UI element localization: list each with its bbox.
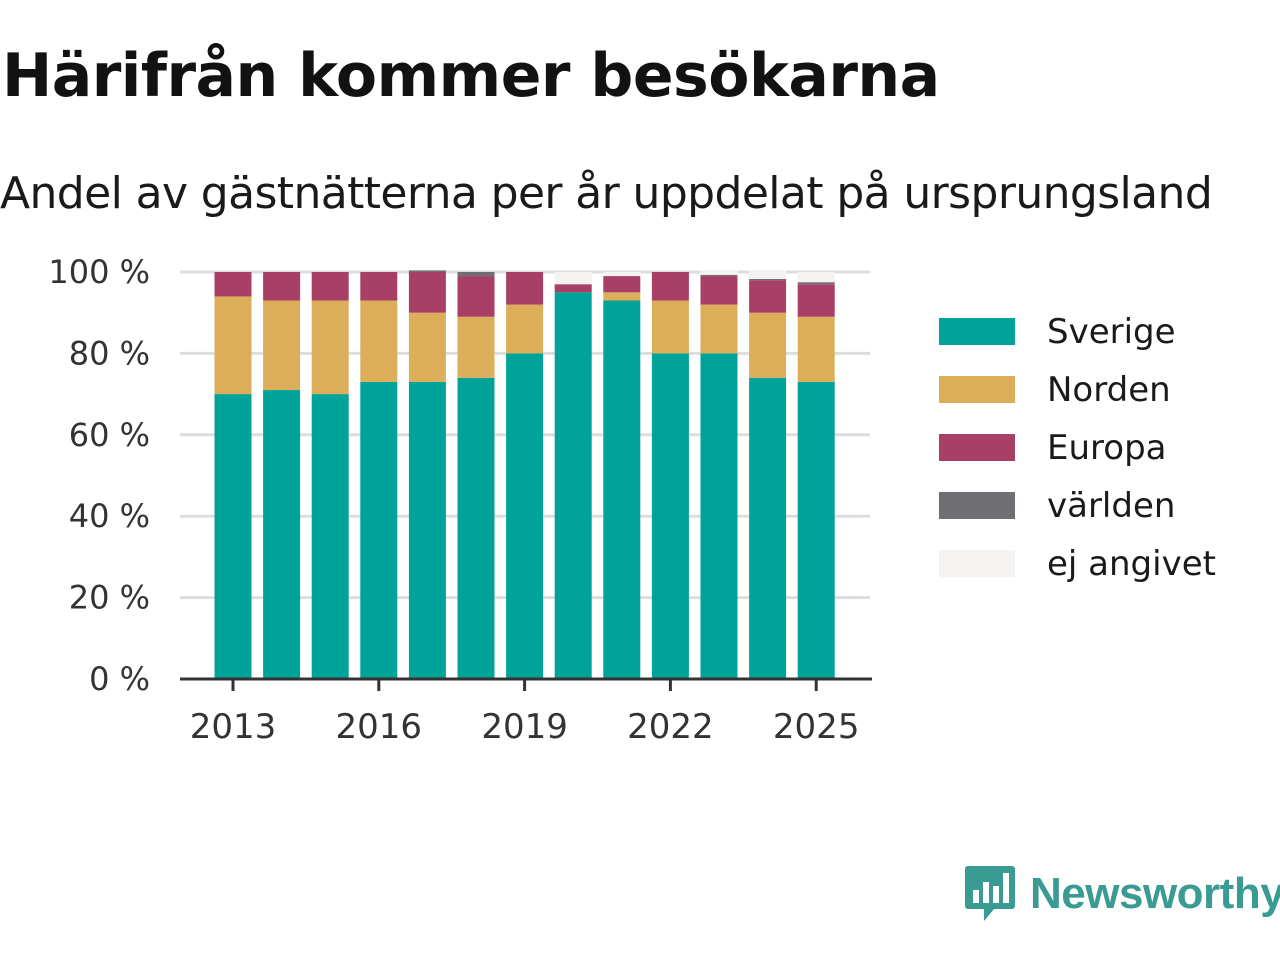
bar-segment-Sverige (700, 353, 738, 679)
chart-title: Härifrån kommer besökarna (2, 41, 940, 111)
legend: Sverige Norden Europa världen ej angivet (939, 312, 1216, 584)
y-tick-label: 0 % (89, 660, 150, 698)
bar-segment-Sverige (554, 292, 592, 679)
bar-segment-Sverige (408, 381, 446, 679)
bar-stack-2023 (700, 270, 738, 679)
legend-label: ej angivet (1047, 544, 1216, 584)
legend-swatch (939, 434, 1015, 461)
bar-segment-Norden (700, 304, 738, 354)
bar-segment-Norden (457, 316, 495, 378)
bar-stack-2020 (554, 272, 592, 679)
bar-segment-Norden (603, 292, 641, 301)
bar-segment-Norden (311, 300, 349, 395)
bar-segment-världen (408, 270, 446, 272)
bar-stack-2016 (360, 272, 398, 679)
bar-segment-Europa (554, 284, 592, 293)
y-tick-label: 20 % (69, 579, 150, 617)
bar-stack-2015 (311, 272, 349, 679)
x-tick-label: 2019 (481, 707, 568, 747)
bar-segment-Europa (360, 272, 398, 301)
bar-segment-Europa (700, 276, 738, 305)
bar-segment-Europa (797, 284, 835, 317)
legend-label: Sverige (1047, 312, 1176, 352)
bar-segment-världen (700, 274, 738, 277)
legend-item-Europa: Europa (939, 428, 1166, 468)
bar-segment-Sverige (506, 353, 544, 679)
bar-segment-Europa (408, 272, 446, 313)
bar-segment-Norden (506, 304, 544, 354)
bar-segment-Sverige (651, 353, 689, 679)
legend-item-världen: världen (939, 486, 1175, 526)
bar-segment-ej-angivet (700, 270, 738, 275)
bar-segment-världen (457, 272, 495, 277)
bar-segment-Sverige (360, 381, 398, 679)
bar-segment-Norden (651, 300, 689, 354)
bar-segment-Europa (603, 276, 641, 293)
bar-segment-Europa (457, 276, 495, 317)
y-tick-label: 60 % (69, 416, 150, 454)
bar-stack-2021 (603, 272, 641, 679)
legend-swatch (939, 318, 1015, 345)
bar-stack-2017 (408, 270, 446, 679)
bar-segment-Europa (506, 272, 544, 305)
bar-stack-2022 (651, 272, 689, 679)
bar-segment-ej-angivet (749, 270, 787, 279)
legend-swatch (939, 550, 1015, 577)
legend-item-ej-angivet: ej angivet (939, 544, 1216, 584)
newsworthy-logo: Newsworthy (964, 864, 1280, 924)
brand-name: Newsworthy (1030, 869, 1280, 918)
x-tick-label: 2025 (773, 707, 860, 747)
legend-label: världen (1047, 486, 1175, 526)
chart-subtitle: Andel av gästnätterna per år uppdelat på… (0, 168, 1213, 219)
bar-segment-Sverige (749, 377, 787, 679)
bar-stack-2013 (214, 272, 252, 679)
bar-segment-Sverige (457, 377, 495, 679)
y-tick-label: 100 % (48, 253, 150, 291)
legend-swatch (939, 376, 1015, 403)
bar-segment-Sverige (263, 390, 301, 679)
bar-stack-2024 (749, 270, 787, 679)
bar-segment-Europa (263, 272, 301, 301)
bar-segment-Norden (749, 312, 787, 378)
bars (214, 270, 835, 679)
bar-segment-Norden (263, 300, 301, 391)
bar-segment-världen (797, 282, 835, 285)
bar-segment-världen (749, 278, 787, 281)
x-tick-label: 2022 (627, 707, 714, 747)
bar-segment-ej-angivet (797, 272, 835, 283)
bar-segment-Europa (651, 272, 689, 301)
bar-segment-Europa (311, 272, 349, 301)
x-tick-label: 2016 (336, 707, 423, 747)
bar-segment-Sverige (311, 394, 349, 679)
bar-segment-ej-angivet (603, 272, 641, 277)
bar-segment-Sverige (797, 381, 835, 679)
bar-chart-speech-bubble-icon (965, 866, 1015, 921)
legend-item-Norden: Norden (939, 370, 1171, 410)
bar-segment-Norden (797, 316, 835, 382)
bar-stack-2014 (263, 272, 301, 679)
x-tick-label: 2013 (190, 707, 277, 747)
bar-segment-ej-angivet (554, 272, 592, 285)
y-tick-label: 80 % (69, 334, 150, 372)
bar-stack-2018 (457, 272, 495, 679)
bar-segment-Sverige (214, 394, 252, 679)
bar-segment-Europa (214, 272, 252, 297)
axes: 0 % 20 % 40 % 60 % 80 % 100 % 2013 2016 2019 2022… (48, 253, 872, 747)
legend-swatch (939, 492, 1015, 519)
bar-stack-2019 (506, 272, 544, 679)
bar-segment-Norden (408, 312, 446, 382)
legend-item-Sverige: Sverige (939, 312, 1176, 352)
bar-segment-Sverige (603, 300, 641, 679)
y-tick-label: 40 % (69, 497, 150, 535)
bar-segment-Norden (214, 296, 252, 395)
bar-segment-Europa (749, 280, 787, 313)
bar-segment-Norden (360, 300, 398, 382)
legend-label: Europa (1047, 428, 1166, 468)
bar-stack-2025 (797, 272, 835, 679)
legend-label: Norden (1047, 370, 1171, 410)
